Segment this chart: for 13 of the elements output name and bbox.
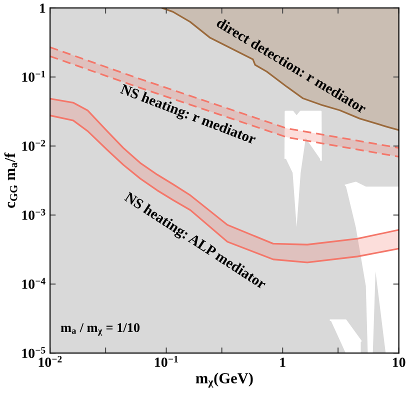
annotation: m$_{a}$ / m$_{χ}$ = 1/10 — [60, 323, 140, 336]
x-tick-label: 10 — [393, 358, 406, 368]
y-tick-label: 10$^{−4}$ — [22, 278, 46, 289]
y-tick-label: 10$^{−1}$ — [22, 70, 46, 82]
y-tick-label: 10$^{−5}$ — [22, 347, 46, 358]
y-tick-label: 10$^{−2}$ — [22, 140, 46, 151]
y-tick-label: 1 — [40, 4, 46, 13]
x-tick-label: 1 — [280, 358, 286, 367]
x-tick-label: 10$^{−2}$ — [38, 356, 62, 367]
x-tick-label: 10$^{−1}$ — [155, 356, 178, 367]
x-axis-title: m$_{χ}$(GeV) — [196, 372, 253, 388]
y-tick-label: 10$^{−3}$ — [22, 208, 46, 220]
y-axis-title: c$_{GG}$ m$_{a}$/f — [4, 152, 18, 208]
